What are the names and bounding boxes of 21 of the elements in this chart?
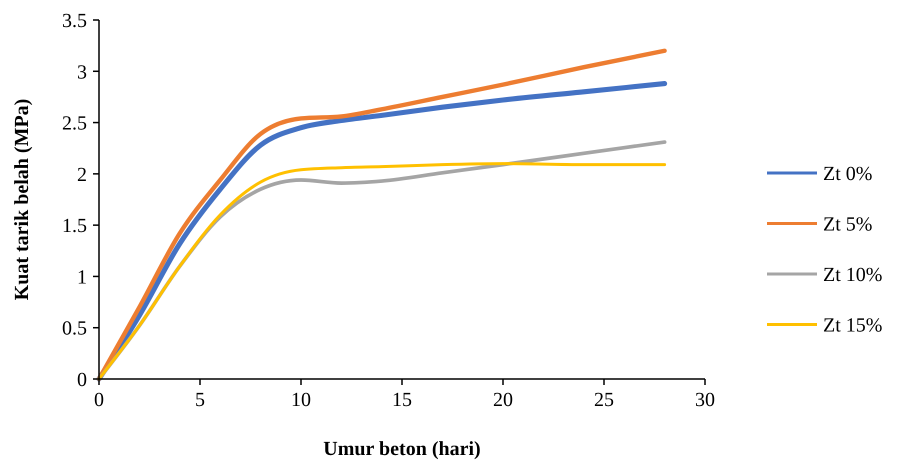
y-tick-label: 3 (77, 61, 87, 84)
x-tick-label: 15 (392, 389, 412, 411)
legend-label: Zt 0% (823, 163, 872, 185)
y-axis-title: Kuat tarik belah (MPa) (11, 98, 33, 300)
y-tick-label: 1.5 (62, 215, 87, 238)
x-tick-label: 5 (195, 389, 205, 411)
x-tick-label: 0 (94, 389, 104, 411)
x-tick-label: 30 (695, 389, 715, 411)
legend-label: Zt 10% (823, 264, 882, 286)
legend-label: Zt 15% (823, 314, 882, 336)
y-tick-label: 0 (77, 369, 87, 391)
legend-label: Zt 5% (823, 214, 872, 236)
y-tick-label: 0.5 (62, 318, 87, 340)
x-axis-title: Umur beton (hari) (323, 438, 481, 460)
y-tick-label: 2.5 (62, 112, 87, 135)
x-tick-label: 10 (291, 389, 311, 411)
y-tick-label: 1 (77, 266, 87, 288)
y-tick-label: 2 (77, 164, 87, 186)
x-tick-label: 25 (594, 389, 614, 411)
x-tick-label: 20 (493, 389, 513, 411)
y-tick-label: 3.5 (62, 10, 87, 32)
